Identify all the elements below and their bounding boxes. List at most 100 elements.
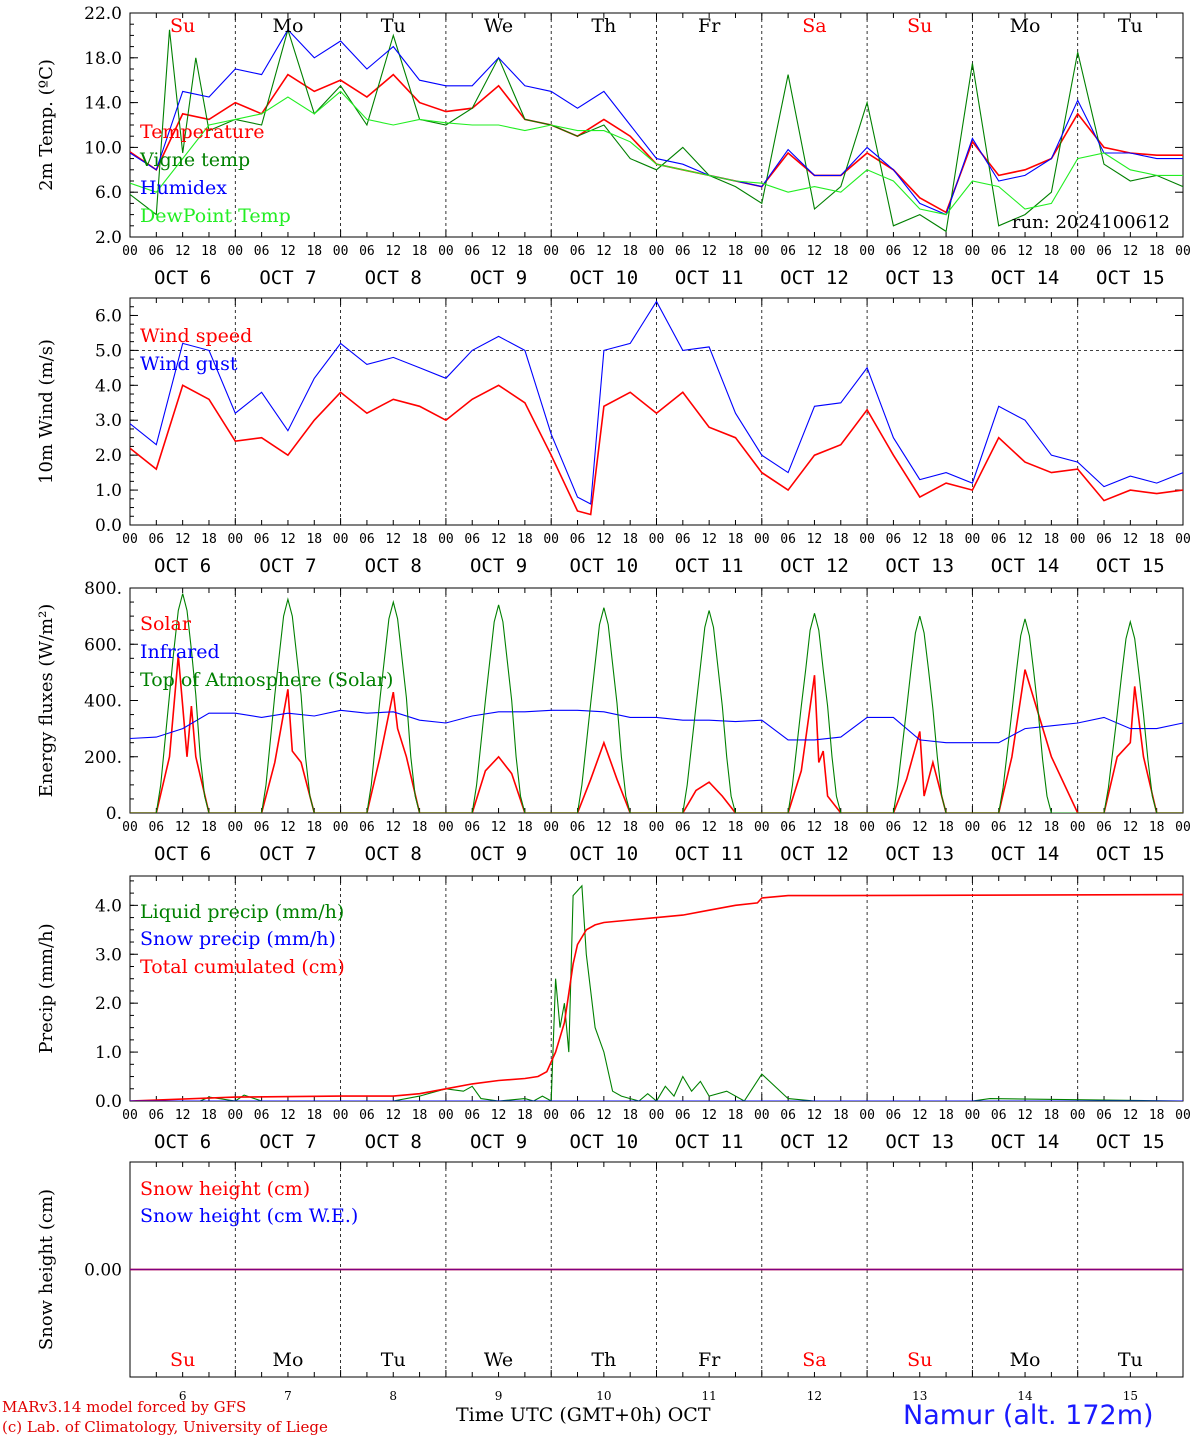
legend-entry: Top of Atmosphere (Solar): [140, 669, 393, 691]
hour-tick-label: 12: [385, 1108, 401, 1123]
hour-tick-label: 18: [622, 820, 638, 835]
legend-entry: Total cumulated (cm): [140, 956, 345, 978]
y-axis-label: 2m Temp. (ºC): [36, 59, 57, 191]
hour-tick-label: 00: [1070, 244, 1086, 259]
day-name-bottom: Th: [591, 1349, 616, 1371]
hour-tick-label: 12: [491, 1108, 507, 1123]
hour-tick-label: 06: [464, 1108, 480, 1123]
date-label: OCT 6: [154, 555, 211, 577]
hour-tick-label: 00: [122, 244, 138, 259]
day-number-bottom: 12: [807, 1389, 822, 1403]
hour-tick-label: 00: [333, 532, 349, 547]
y-tick-label: 2.0: [95, 994, 122, 1014]
hour-tick-label: 06: [570, 244, 586, 259]
hour-tick-label: 00: [754, 244, 770, 259]
y-tick-label: 18.0: [84, 49, 122, 69]
hour-tick-label: 00: [438, 532, 454, 547]
legend-entry: DewPoint Temp: [140, 205, 291, 227]
hour-tick-label: 12: [280, 820, 296, 835]
day-name-bottom: Su: [907, 1349, 932, 1371]
series-line-temperature: [130, 73, 1183, 214]
legend-entry: Vigne temp: [139, 149, 250, 171]
date-label: OCT 10: [570, 843, 639, 865]
date-label: OCT 12: [780, 1131, 849, 1153]
hour-tick-label: 00: [1175, 244, 1191, 259]
hour-tick-label: 00: [649, 1108, 665, 1123]
hour-tick-label: 12: [596, 820, 612, 835]
hour-tick-label: 00: [1070, 820, 1086, 835]
hour-tick-label: 06: [254, 820, 270, 835]
hour-tick-label: 00: [754, 1108, 770, 1123]
date-label: OCT 6: [154, 267, 211, 289]
y-tick-label: 0.0: [95, 516, 122, 536]
legend-entry: Snow precip (mm/h): [140, 928, 336, 950]
hour-tick-label: 00: [965, 532, 981, 547]
day-name-top: Tu: [1118, 15, 1143, 37]
hour-tick-label: 06: [675, 1108, 691, 1123]
day-number-bottom: 15: [1123, 1389, 1138, 1403]
hour-tick-label: 12: [596, 244, 612, 259]
hour-tick-label: 06: [780, 1108, 796, 1123]
legend-entry: Temperature: [140, 121, 264, 143]
hour-tick-label: 06: [254, 532, 270, 547]
hour-tick-label: 06: [675, 244, 691, 259]
date-label: OCT 8: [365, 843, 422, 865]
hour-tick-label: 12: [912, 244, 928, 259]
y-tick-label: 3.0: [95, 411, 122, 431]
hour-tick-label: 18: [728, 532, 744, 547]
hour-tick-label: 00: [649, 244, 665, 259]
y-tick-label: 800.: [84, 579, 122, 599]
hour-tick-label: 06: [1096, 244, 1112, 259]
hour-tick-label: 06: [570, 1108, 586, 1123]
hour-tick-label: 00: [333, 1108, 349, 1123]
hour-tick-label: 00: [1175, 1108, 1191, 1123]
hour-tick-label: 18: [622, 532, 638, 547]
day-name-top: Mo: [272, 15, 303, 37]
hour-tick-label: 00: [227, 532, 243, 547]
hour-tick-label: 18: [517, 1108, 533, 1123]
day-name-bottom: Tu: [1118, 1349, 1143, 1371]
hour-tick-label: 18: [1044, 244, 1060, 259]
day-name-top: Sa: [802, 15, 826, 37]
hour-tick-label: 06: [886, 532, 902, 547]
hour-tick-label: 06: [148, 532, 164, 547]
hour-tick-label: 12: [701, 820, 717, 835]
hour-tick-label: 18: [306, 532, 322, 547]
hour-tick-label: 00: [543, 820, 559, 835]
hour-tick-label: 12: [1123, 532, 1139, 547]
hour-tick-label: 12: [701, 244, 717, 259]
series-line-solar: [130, 655, 1183, 813]
y-tick-label: 600.: [84, 635, 122, 655]
hour-tick-label: 00: [859, 1108, 875, 1123]
hour-tick-label: 18: [938, 532, 954, 547]
series-line-liquid-precip-mm-h-: [130, 884, 1183, 1101]
hour-tick-label: 12: [701, 532, 717, 547]
hour-tick-label: 06: [359, 532, 375, 547]
hour-tick-label: 18: [517, 820, 533, 835]
date-label: OCT 7: [259, 843, 316, 865]
hour-tick-label: 06: [464, 532, 480, 547]
credit-line-1: MARv3.14 model forced by GFS: [2, 1398, 247, 1416]
hour-tick-label: 06: [991, 532, 1007, 547]
y-tick-label: 2.0: [95, 228, 122, 248]
hour-tick-label: 18: [622, 244, 638, 259]
hour-tick-label: 06: [148, 244, 164, 259]
date-label: OCT 14: [991, 555, 1060, 577]
hour-tick-label: 12: [491, 244, 507, 259]
hour-tick-label: 00: [1175, 820, 1191, 835]
legend-entry: Infrared: [140, 641, 220, 663]
panel-frame: [129, 12, 1184, 238]
hour-tick-label: 00: [543, 244, 559, 259]
day-name-bottom: Su: [170, 1349, 195, 1371]
hour-tick-label: 06: [148, 1108, 164, 1123]
hour-tick-label: 00: [227, 820, 243, 835]
date-label: OCT 12: [780, 555, 849, 577]
y-tick-label: 22.0: [84, 4, 122, 24]
hour-tick-label: 12: [385, 532, 401, 547]
date-label: OCT 11: [675, 843, 744, 865]
hour-tick-label: 12: [807, 244, 823, 259]
hour-tick-label: 18: [833, 532, 849, 547]
hour-tick-label: 12: [280, 244, 296, 259]
y-axis-label: 10m Wind (m/s): [36, 339, 57, 484]
hour-tick-label: 00: [333, 244, 349, 259]
